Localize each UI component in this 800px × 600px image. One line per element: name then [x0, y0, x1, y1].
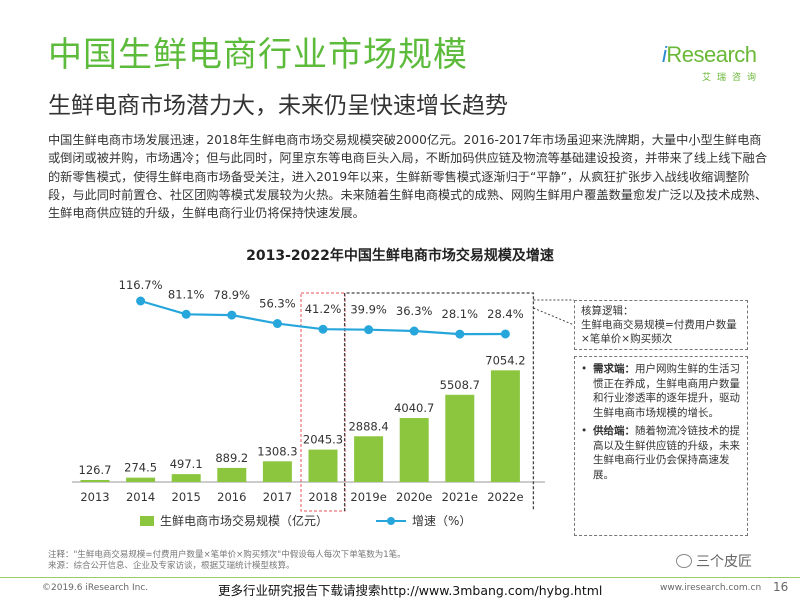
growth-point-2014 — [136, 296, 146, 306]
supply-driver: • 供给端：随着物流冷链技术的提高以及生鲜供应链的升级，未来生鲜电商行业仍会保持… — [581, 424, 741, 482]
footer-divider — [0, 577, 800, 578]
x-tick-2017: 2017 — [263, 490, 292, 504]
bar-2013 — [80, 479, 110, 482]
logo-subtitle: 艾瑞咨询 — [701, 73, 762, 83]
forecast-region — [343, 292, 535, 511]
growth-label-2021e: 28.1% — [442, 307, 479, 321]
x-tick-2013: 2013 — [80, 490, 109, 504]
drivers-box: • 需求端：用户网购生鲜的生活习惯正在养成，生鲜电商用户数量和行业渗透率的逐年提… — [574, 356, 748, 536]
highlight-2018-box — [300, 292, 346, 512]
bar-2016 — [217, 467, 247, 482]
bar-label-2022e: 7054.2 — [485, 353, 525, 367]
logic-title: 核算逻辑： — [581, 305, 634, 317]
site-url[interactable]: www.iresearch.com.cn — [660, 583, 762, 593]
legend-line-series: 增速（%） — [376, 512, 471, 529]
description-paragraph: 中国生鲜电商市场发展迅速，2018年生鲜电商市场交易规模突破2000亿元。201… — [48, 133, 768, 221]
bullet: • — [581, 363, 588, 375]
bar-2020e — [399, 418, 429, 482]
bar-label-2019e: 2888.4 — [348, 419, 388, 433]
demand-text: 用户网购生鲜的生活习惯正在养成，生鲜电商用户数量和行业渗透率的逐年提升，驱动生鲜… — [593, 363, 740, 419]
bar-label-2017: 1308.3 — [257, 444, 297, 458]
bar-label-2020e: 4040.7 — [394, 401, 434, 415]
bar-2022e — [490, 370, 520, 482]
growth-label-2019e: 39.9% — [350, 303, 387, 317]
promo-link[interactable]: 更多行业研究报告下载请搜索http://www.3mbang.com/hybg.… — [218, 583, 603, 598]
growth-point-2018 — [318, 324, 328, 334]
bar-label-2021e: 5508.7 — [440, 378, 480, 392]
logic-body: 生鲜电商交易规模=付费用户数量×笔单价×购买频次 — [581, 319, 737, 345]
page-number: 16 — [773, 580, 789, 594]
calculation-logic-box: 核算逻辑： 生鲜电商交易规模=付费用户数量×笔单价×购买频次 — [574, 300, 748, 350]
demand-label: 需求端： — [593, 363, 635, 375]
growth-label-2015: 81.1% — [168, 287, 205, 301]
growth-point-2020e — [409, 326, 419, 336]
growth-point-2021e — [455, 329, 465, 339]
bar-2018 — [308, 449, 338, 482]
x-tick-2019e: 2019e — [350, 490, 386, 504]
x-tick-2021e: 2021e — [442, 490, 478, 504]
growth-label-2017: 56.3% — [259, 297, 296, 311]
copyright: ©2019.6 iResearch Inc. — [42, 583, 149, 593]
bar-label-2014: 274.5 — [124, 461, 157, 475]
legend-bar-label: 生鲜电商市场交易规模（亿元） — [160, 514, 329, 528]
iresearch-logo: iResearch 艾瑞咨询 — [662, 42, 762, 84]
bar-2015 — [171, 474, 201, 482]
x-tick-2016: 2016 — [217, 490, 246, 504]
growth-label-2018: 41.2% — [305, 302, 342, 316]
legend-bar-swatch — [140, 515, 154, 526]
footnote: 注释："生鲜电商交易规模=付费用户数量×笔单价×购买频次"中假设每人每次下单笔数… — [48, 550, 406, 572]
growth-label-2022e: 28.4% — [487, 307, 524, 321]
growth-label-2016: 78.9% — [214, 288, 251, 302]
growth-label-2020e: 36.3% — [396, 304, 433, 318]
demand-driver: • 需求端：用户网购生鲜的生活习惯正在养成，生鲜电商用户数量和行业渗透率的逐年提… — [581, 362, 741, 420]
legend-bar-series: 生鲜电商市场交易规模（亿元） — [140, 512, 328, 529]
forecast-connector-top — [533, 307, 575, 326]
growth-point-2019e — [364, 325, 374, 335]
bar-2017 — [262, 461, 292, 482]
wechat-watermark: 三个皮匠 — [676, 551, 752, 571]
bar-2014 — [126, 477, 156, 482]
bullet: • — [581, 425, 588, 437]
page-title: 中国生鲜电商行业市场规模 — [48, 35, 468, 75]
bar-2019e — [354, 436, 384, 482]
x-tick-2018: 2018 — [308, 490, 337, 504]
page-subtitle: 生鲜电商市场潜力大，未来仍呈快速增长趋势 — [48, 93, 508, 119]
growth-point-2017 — [272, 319, 282, 329]
footnote-source: 来源：综合公开信息、企业及专家访谈，根据艾瑞统计模型核算。 — [48, 561, 295, 571]
footnote-note: 注释："生鲜电商交易规模=付费用户数量×笔单价×购买频次"中假设每人每次下单笔数… — [48, 550, 406, 560]
growth-point-2016 — [227, 310, 237, 320]
supply-text: 随着物流冷链技术的提高以及生鲜供应链的升级，未来生鲜电商行业仍会保持高速发展。 — [593, 425, 740, 481]
supply-label: 供给端： — [593, 425, 635, 437]
legend-line-swatch — [376, 516, 406, 525]
chart-title: 2013-2022年中国生鲜电商市场交易规模及增速 — [246, 248, 554, 264]
bar-2021e — [445, 394, 475, 482]
growth-point-2015 — [181, 309, 191, 319]
bar-label-2013: 126.7 — [79, 463, 112, 477]
x-tick-2022e: 2022e — [487, 490, 523, 504]
legend-line-label: 增速（%） — [412, 514, 472, 528]
bar-label-2015: 497.1 — [170, 457, 203, 471]
bar-label-2016: 889.2 — [215, 451, 248, 465]
x-tick-2020e: 2020e — [396, 490, 432, 504]
growth-label-2014: 116.7% — [119, 278, 163, 292]
wechat-icon — [676, 554, 692, 568]
growth-point-2022e — [500, 329, 510, 339]
x-tick-2014: 2014 — [126, 490, 155, 504]
bar-label-2018: 2045.3 — [303, 433, 343, 447]
x-tick-2015: 2015 — [172, 490, 201, 504]
